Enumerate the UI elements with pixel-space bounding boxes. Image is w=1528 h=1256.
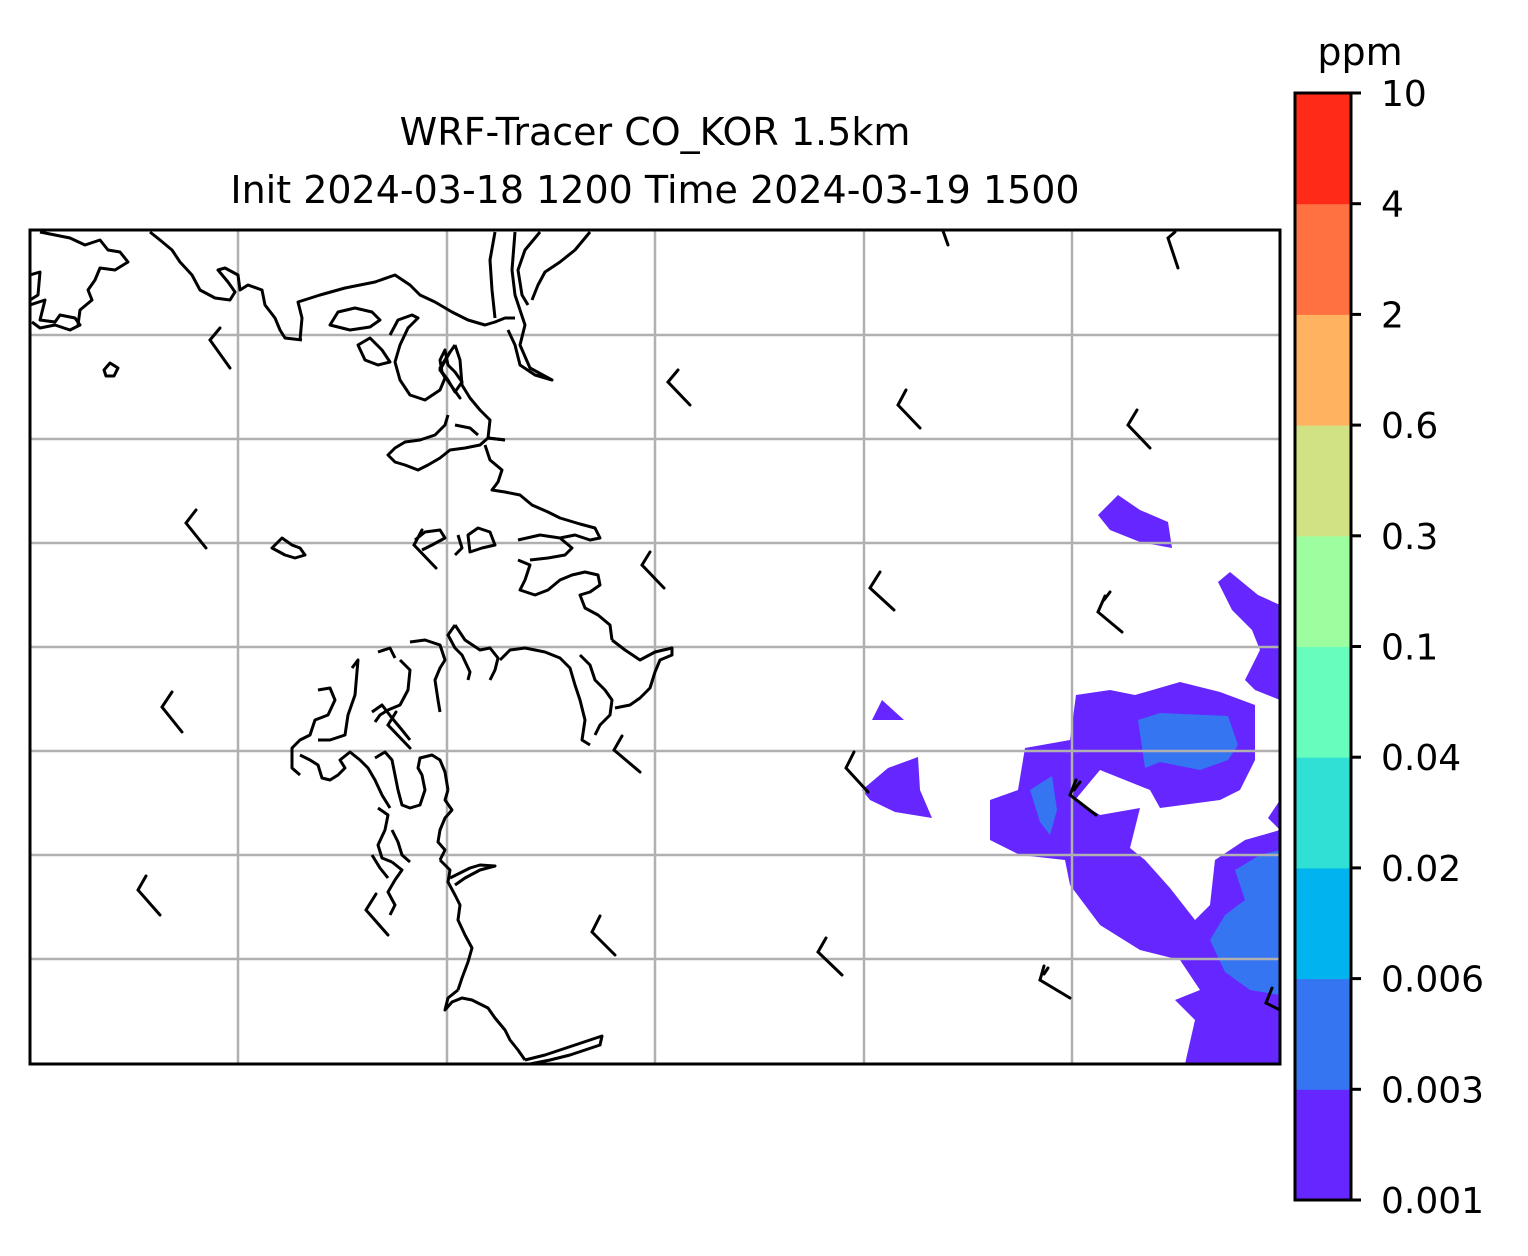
wind-barb	[438, 350, 462, 400]
wind-barb	[160, 690, 184, 734]
wind-barb	[364, 892, 390, 937]
wind-barb	[1096, 594, 1124, 634]
wind-barb	[412, 528, 438, 570]
map-panel	[30, 230, 1280, 1064]
colorbar-segment	[1295, 757, 1351, 869]
map-frame	[28, 228, 1282, 1066]
wind-barb	[896, 388, 922, 430]
wind-barb	[1166, 230, 1180, 270]
colorbar-segment	[1295, 93, 1351, 205]
concentration-band-0.001-0.003	[862, 495, 1280, 1064]
colorbar-segment	[1295, 867, 1351, 980]
colorbar-tick-label: 0.001	[1381, 1181, 1484, 1222]
colorbar: 0.001 0.003 0.006 0.02 0.04 0.1 0.3 0.6 2 4 10	[1293, 74, 1484, 1222]
wind-barb	[1072, 780, 1082, 792]
wind-barb	[1038, 964, 1072, 1000]
colorbar-tick-label: 0.1	[1381, 628, 1438, 669]
colorbar-segment	[1295, 535, 1351, 647]
wind-barb	[590, 914, 617, 957]
wind-barb	[612, 734, 642, 774]
wind-barb	[1126, 408, 1152, 450]
colorbar-segment	[1295, 1089, 1351, 1201]
wind-barb	[386, 710, 412, 750]
colorbar-tick-label: 0.6	[1381, 406, 1438, 447]
colorbar-segment	[1295, 425, 1351, 537]
wind-barbs	[136, 230, 1280, 1012]
colorbar-segment	[1295, 203, 1351, 315]
wind-barb	[665, 368, 692, 407]
colorbar-tick-label: 0.006	[1381, 960, 1484, 1001]
wind-barb	[1042, 966, 1050, 976]
wind-barb	[844, 750, 870, 794]
colorbar-tick-label: 0.003	[1381, 1070, 1484, 1111]
map-subtitle: Init 2024-03-18 1200 Time 2024-03-19 150…	[230, 168, 1080, 212]
wind-barb	[1102, 590, 1112, 602]
wind-barb	[640, 550, 666, 590]
colorbar-tick-label: 0.3	[1381, 517, 1438, 558]
colorbar-tick-label: 10	[1381, 74, 1427, 115]
colorbar-tick-label: 0.02	[1381, 849, 1461, 890]
gridlines	[30, 230, 1280, 1064]
colorbar-segment	[1295, 978, 1351, 1090]
colorbar-tick-label: 0.04	[1381, 738, 1461, 779]
wind-barb	[1264, 986, 1280, 1012]
wind-barb	[1068, 778, 1098, 817]
coastlines	[30, 230, 674, 1064]
wind-barb	[816, 936, 844, 977]
colorbar-segment	[1295, 314, 1351, 426]
wind-barb	[184, 508, 208, 550]
map-title: WRF-Tracer CO_KOR 1.5km	[399, 110, 911, 154]
wind-barb	[208, 326, 232, 370]
colorbar-tick-label: 2	[1381, 295, 1404, 336]
wind-barb	[868, 570, 896, 612]
wind-barb	[136, 874, 162, 917]
colorbar-unit-label: ppm	[1317, 30, 1403, 74]
colorbar-tick-label: 4	[1381, 185, 1404, 226]
colorbar-segment	[1295, 646, 1351, 758]
